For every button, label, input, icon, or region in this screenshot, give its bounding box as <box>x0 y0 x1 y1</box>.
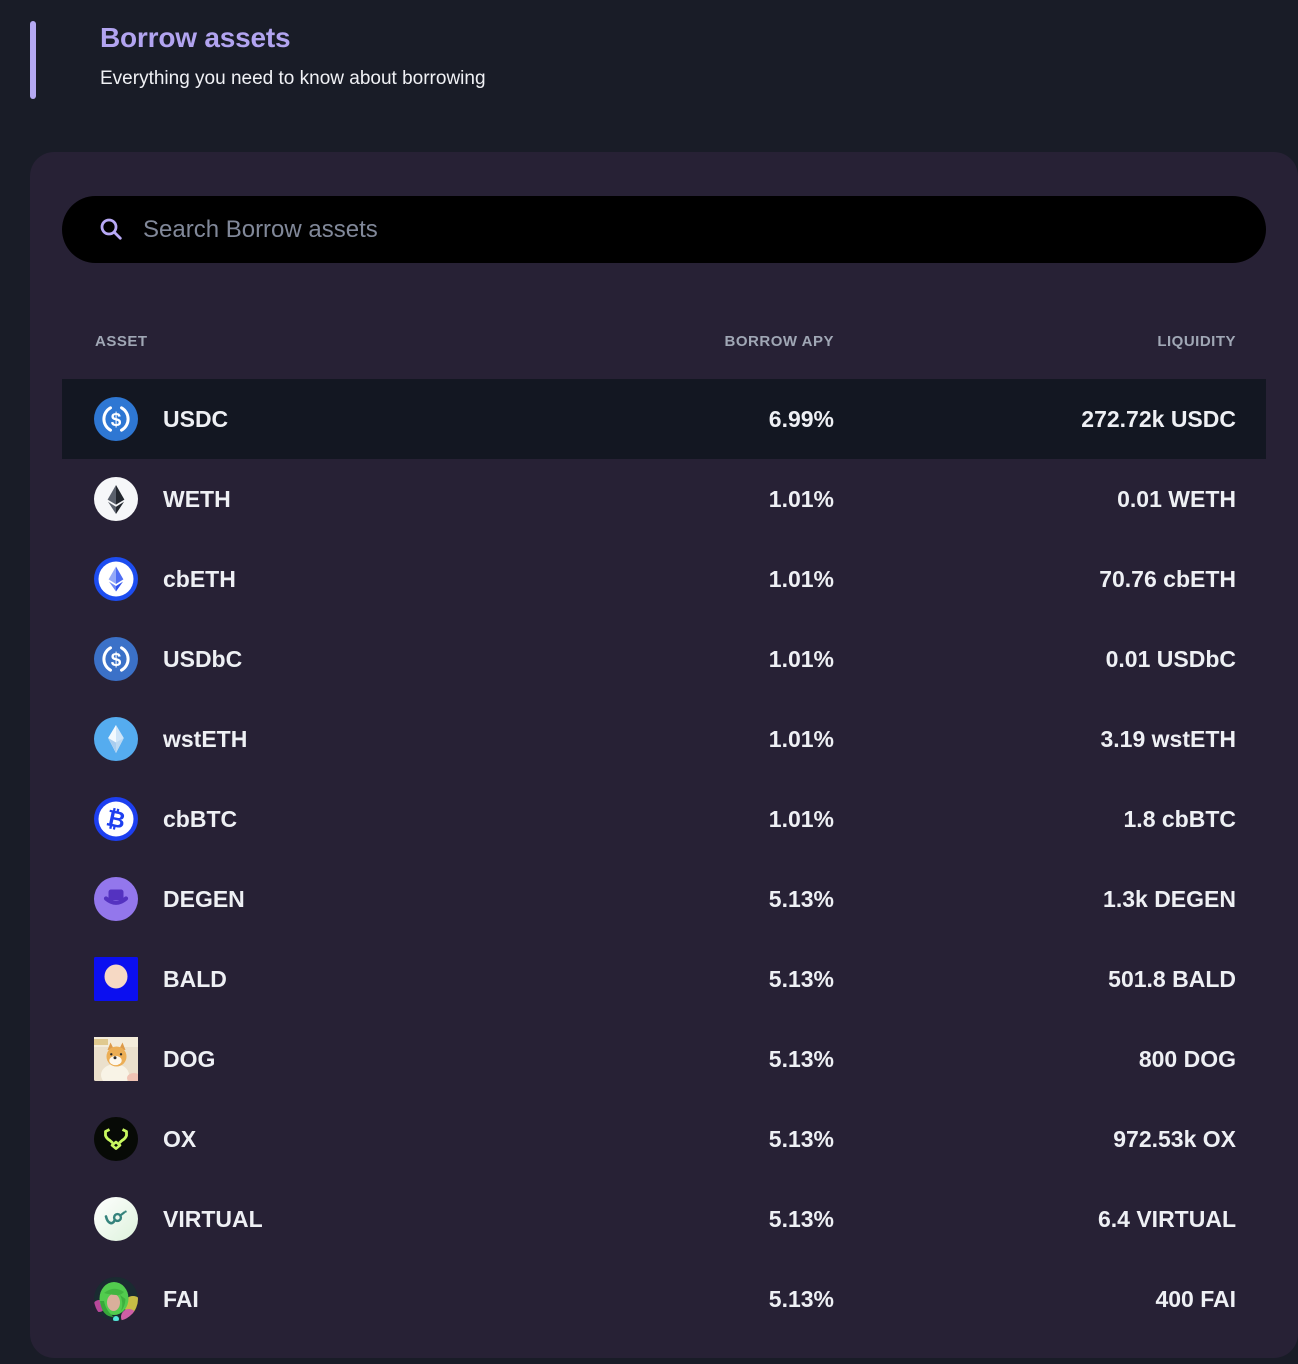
asset-label: FAI <box>163 1285 199 1312</box>
table-row-usdc[interactable]: $ USDC 6.99% 272.72k USDC <box>62 379 1266 459</box>
table-row-bald[interactable]: BALD 5.13% 501.8 BALD <box>62 939 1266 1019</box>
search-icon <box>98 216 125 243</box>
table-row-cbeth[interactable]: cbETH 1.01% 70.76 cbETH <box>62 539 1266 619</box>
table-row-weth[interactable]: WETH 1.01% 0.01 WETH <box>62 459 1266 539</box>
borrow-apy-value: 1.01% <box>768 725 834 752</box>
liquidity-value: 0.01 USDbC <box>1105 645 1236 672</box>
borrow-apy-value: 5.13% <box>768 1125 834 1152</box>
asset-label: WETH <box>163 485 231 512</box>
borrow-apy-value: 5.13% <box>768 1045 834 1072</box>
asset-label: cbETH <box>163 565 236 592</box>
asset-label: BALD <box>163 965 227 992</box>
table-row-dog[interactable]: DOG 5.13% 800 DOG <box>62 1019 1266 1099</box>
search-input[interactable] <box>143 215 1236 244</box>
cbbtc-icon: ₿ <box>94 797 138 841</box>
column-header-borrow-apy: BORROW APY <box>724 333 834 350</box>
borrow-apy-value: 1.01% <box>768 485 834 512</box>
svg-text:₿: ₿ <box>104 805 128 834</box>
liquidity-value: 70.76 cbETH <box>1099 565 1236 592</box>
liquidity-value: 6.4 VIRTUAL <box>1097 1205 1236 1232</box>
asset-label: cbBTC <box>163 805 238 832</box>
liquidity-value: 501.8 BALD <box>1108 965 1236 992</box>
asset-label: USDC <box>163 405 229 432</box>
liquidity-value: 800 DOG <box>1138 1045 1236 1072</box>
page-header: Borrow assets Everything you need to kno… <box>0 0 1298 130</box>
borrow-apy-value: 5.13% <box>768 1205 834 1232</box>
table-row-fai[interactable]: FAI 5.13% 400 FAI <box>62 1259 1266 1339</box>
borrow-apy-value: 1.01% <box>768 565 834 592</box>
liquidity-value: 1.3k DEGEN <box>1103 885 1236 912</box>
asset-label: USDbC <box>163 645 243 672</box>
page-subtitle: Everything you need to know about borrow… <box>100 68 486 89</box>
usdbc-icon: $ <box>94 637 138 681</box>
asset-label: OX <box>163 1125 197 1152</box>
page-title: Borrow assets <box>100 22 291 53</box>
table-row-usdbc[interactable]: $ USDbC 1.01% 0.01 USDbC <box>62 619 1266 699</box>
asset-label: DEGEN <box>163 885 245 912</box>
virtual-icon <box>94 1197 138 1241</box>
weth-icon <box>94 477 138 521</box>
borrow-apy-value: 5.13% <box>768 1285 834 1312</box>
svg-text:$: $ <box>111 650 122 671</box>
asset-label: wstETH <box>163 725 248 752</box>
ox-icon <box>94 1117 138 1161</box>
usdc-icon: $ <box>94 397 138 441</box>
liquidity-value: 972.53k OX <box>1113 1125 1236 1152</box>
accent-bar <box>30 21 36 99</box>
borrow-apy-value: 1.01% <box>768 805 834 832</box>
table-header: ASSET BORROW APY LIQUIDITY <box>62 333 1266 350</box>
asset-label: DOG <box>163 1045 216 1072</box>
borrow-assets-card: ASSET BORROW APY LIQUIDITY $ USDC 6.99% … <box>30 152 1298 1358</box>
dog-icon <box>94 1037 141 1086</box>
table-row-virtual[interactable]: VIRTUAL 5.13% 6.4 VIRTUAL <box>62 1179 1266 1259</box>
borrow-apy-value: 5.13% <box>768 965 834 992</box>
table-row-wsteth[interactable]: wstETH 1.01% 3.19 wstETH <box>62 699 1266 779</box>
fai-icon <box>94 1277 138 1321</box>
table-row-degen[interactable]: DEGEN 5.13% 1.3k DEGEN <box>62 859 1266 939</box>
column-header-asset: ASSET <box>95 333 148 350</box>
borrow-apy-value: 5.13% <box>768 885 834 912</box>
table-row-cbbtc[interactable]: ₿ cbBTC 1.01% 1.8 cbBTC <box>62 779 1266 859</box>
wsteth-icon <box>94 717 138 761</box>
liquidity-value: 3.19 wstETH <box>1100 725 1237 752</box>
liquidity-value: 272.72k USDC <box>1081 405 1236 432</box>
column-header-liquidity: LIQUIDITY <box>1157 333 1236 350</box>
borrow-apy-value: 6.99% <box>768 405 834 432</box>
liquidity-value: 0.01 WETH <box>1117 485 1236 512</box>
search-bar[interactable] <box>62 196 1266 263</box>
bald-icon <box>94 957 138 1001</box>
liquidity-value: 1.8 cbBTC <box>1123 805 1236 832</box>
borrow-apy-value: 1.01% <box>768 645 834 672</box>
table-row-ox[interactable]: OX 5.13% 972.53k OX <box>62 1099 1266 1179</box>
liquidity-value: 400 FAI <box>1155 1285 1236 1312</box>
degen-icon <box>94 877 138 921</box>
svg-text:$: $ <box>111 410 122 431</box>
asset-label: VIRTUAL <box>163 1205 263 1232</box>
cbeth-icon <box>94 557 138 601</box>
